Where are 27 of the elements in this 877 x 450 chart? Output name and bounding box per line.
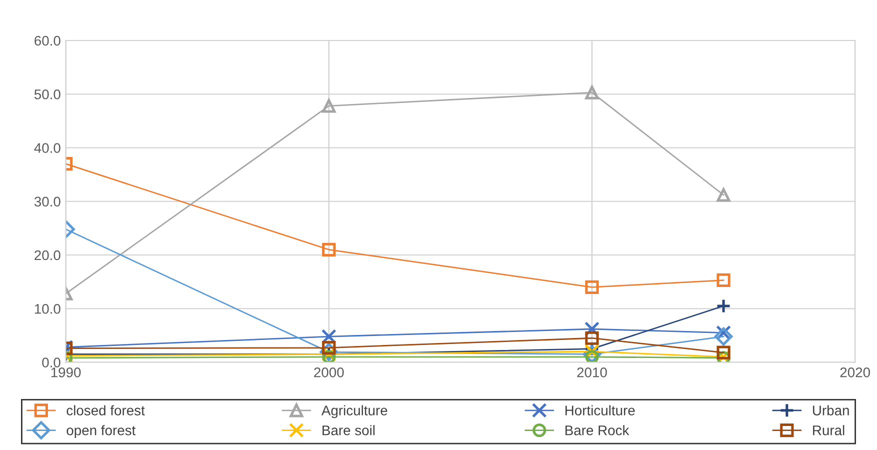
- point: [716, 273, 730, 288]
- point: [585, 280, 599, 294]
- legend-label: Rural: [813, 425, 844, 436]
- y-tick-label: 20.0: [34, 250, 60, 260]
- x-tick-label: 2000: [314, 367, 344, 378]
- legend-label: Agriculture: [321, 405, 388, 418]
- legend-label: Urban: [812, 405, 849, 416]
- legend-label: closed forest: [66, 405, 145, 416]
- y-tick-label: 10.0: [34, 304, 60, 314]
- legend-label: Horticulture: [566, 405, 635, 416]
- y-tick-label: 0.0: [42, 358, 60, 368]
- x-tick-label: 2020: [840, 367, 870, 378]
- point: [716, 298, 732, 314]
- x-tick-label: 2010: [577, 367, 607, 378]
- point: [714, 327, 733, 346]
- y-tick-label: 50.0: [34, 89, 60, 100]
- y-tick-label: 30.0: [34, 196, 60, 207]
- point: [585, 86, 599, 100]
- point: [716, 346, 730, 360]
- y-tick-label: 60.0: [34, 36, 60, 46]
- x-tick-label: 1990: [51, 367, 81, 378]
- legend-label: Bare soil: [322, 425, 375, 436]
- point: [585, 331, 599, 345]
- legend-label: Bare Rock: [566, 425, 630, 436]
- y-tick-label: 40.0: [34, 143, 60, 153]
- legend-label: open forest: [66, 425, 136, 438]
- point: [716, 188, 730, 202]
